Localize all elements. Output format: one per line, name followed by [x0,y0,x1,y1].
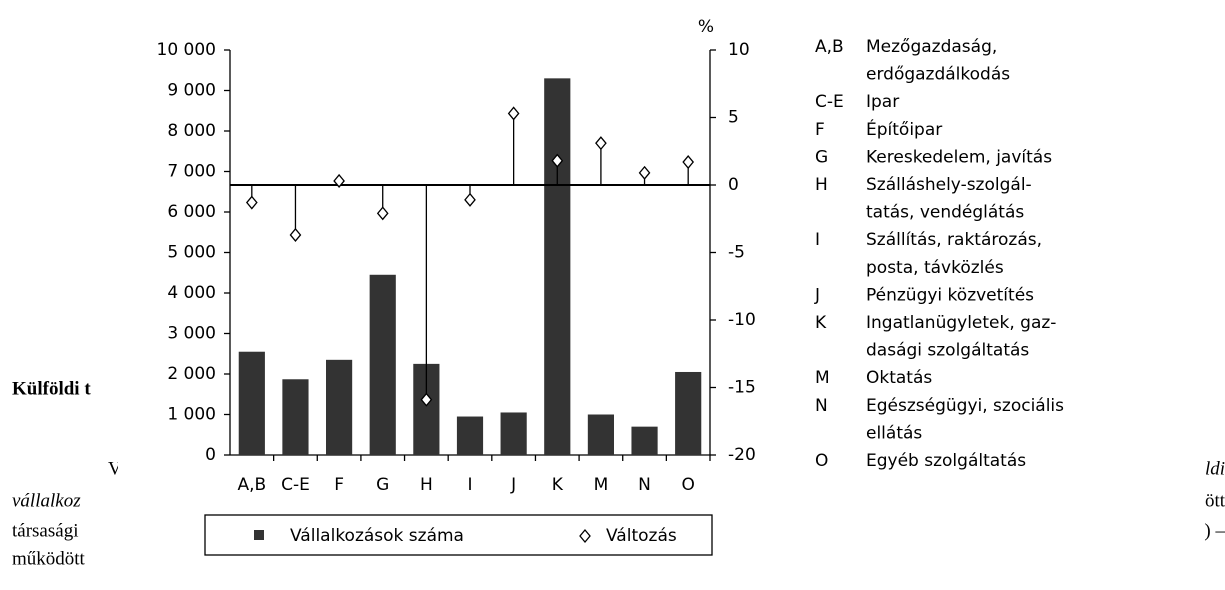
category-name: Ingatlanügyletek, gaz- [866,313,1056,333]
diamond-marker [333,173,345,188]
diamond-marker [420,392,433,407]
x-tick-label: A,B [237,475,266,495]
legend-label: Változás [606,526,677,546]
category-code: J [814,285,820,305]
bar [326,359,353,455]
category-name: tatás, vendéglátás [866,203,1024,223]
bar [587,414,614,455]
x-tick-label: C-E [281,475,310,495]
category-name: Szálláshely-szolgál- [866,175,1032,195]
category-name: Pénzügyi közvetítés [866,285,1034,305]
y-tick-label: 7 000 [167,162,216,182]
y-tick-label: 5 000 [167,243,216,263]
category-name: Egészségügyi, szociális [866,396,1064,416]
doc-fragment: működött [12,548,86,569]
diamond-marker [289,227,302,242]
category-code: H [815,175,828,195]
y2-tick-label: -20 [728,445,756,465]
category-name: Építőipar [866,118,942,140]
x-tick-label: O [681,475,694,495]
bar [238,351,265,455]
y2-axis-label: % [698,17,714,37]
category-name: posta, távközlés [866,258,1004,278]
category-code: F [815,120,825,140]
diamond-marker [507,106,520,121]
category-name: erdőgazdálkodás [866,65,1010,85]
y-tick-label: 10 000 [157,40,216,60]
diamond-marker [551,153,564,168]
category-name: Mezőgazdaság, [866,37,997,57]
x-tick-label: F [334,475,344,495]
diamond-marker [595,136,607,151]
x-tick-label: H [420,475,433,495]
doc-fragment: társasági [12,520,78,541]
y2-tick-label: -5 [728,243,745,263]
x-tick-label: J [510,475,516,495]
doc-fragment: ött [1205,490,1225,511]
y-tick-label: 3 000 [167,324,216,344]
category-name: Ipar [866,92,899,112]
category-code: O [815,451,828,471]
diamond-marker [682,155,695,170]
y-tick-label: 8 000 [167,121,216,141]
bar [369,274,396,455]
bar [675,371,702,455]
category-name: Egyéb szolgáltatás [866,451,1026,471]
y-tick-label: 6 000 [167,202,216,222]
bar [544,78,571,455]
bar [631,426,658,455]
category-name: dasági szolgáltatás [866,341,1029,361]
x-tick-label: M [594,475,609,495]
category-name: ellátás [866,423,922,443]
legend-label: Vállalkozások száma [290,526,464,546]
y2-tick-label: -15 [728,378,756,398]
category-name: Oktatás [866,368,932,388]
x-tick-label: G [376,475,389,495]
y-tick-label: 2 000 [167,364,216,384]
x-tick-label: N [638,475,651,495]
diamond-marker [464,192,476,207]
category-code: G [815,147,828,167]
y2-tick-label: 10 [728,40,750,60]
y-tick-label: 9 000 [167,81,216,101]
bar [500,412,527,455]
y-tick-label: 1 000 [167,405,216,425]
x-tick-label: K [552,475,564,495]
category-name: Szállítás, raktározás, [866,230,1042,250]
legend-diamond [579,528,591,544]
y2-tick-label: 5 [728,108,739,128]
category-code: N [815,396,828,416]
bar [456,416,484,455]
y-tick-label: 0 [205,445,216,465]
doc-fragment: ) – [1204,520,1225,541]
diamond-marker [245,195,258,210]
x-tick-label: I [467,475,472,495]
category-code: M [815,368,830,388]
diamond-marker [376,206,389,221]
category-code: I [815,230,820,250]
chart-background [118,0,1198,590]
doc-fragment: vállalkoz [12,490,81,511]
category-code: A,B [815,37,844,57]
bar [282,379,309,455]
category-name: Kereskedelem, javítás [866,147,1052,167]
y2-tick-label: 0 [728,175,739,195]
category-code: C-E [815,92,844,112]
legend-box [204,514,713,556]
doc-heading: Külföldi t [12,378,91,399]
legend-swatch [254,530,264,540]
category-code: K [815,313,827,333]
diamond-marker [638,165,651,180]
y2-tick-label: -10 [728,310,756,330]
doc-fragment: ldi [1205,458,1225,479]
y-tick-label: 4 000 [167,283,216,303]
